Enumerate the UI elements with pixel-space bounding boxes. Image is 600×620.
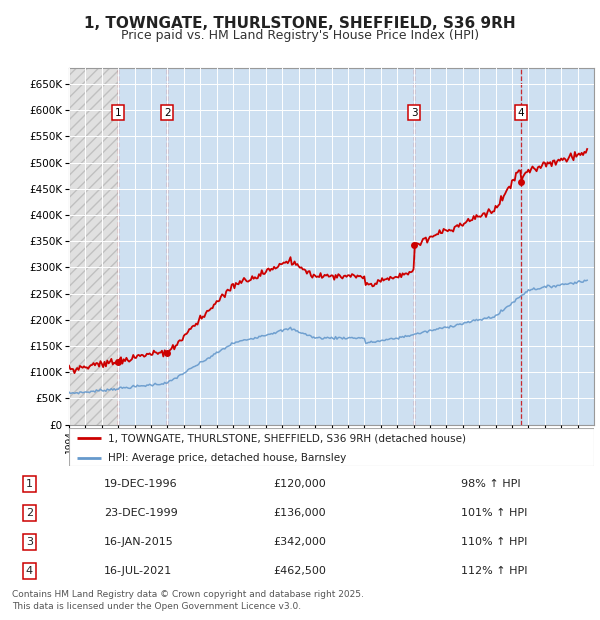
Text: £342,000: £342,000 (274, 537, 326, 547)
Text: 2: 2 (26, 508, 33, 518)
Text: 16-JUL-2021: 16-JUL-2021 (104, 566, 172, 577)
Text: 112% ↑ HPI: 112% ↑ HPI (461, 566, 528, 577)
Text: £462,500: £462,500 (274, 566, 326, 577)
FancyBboxPatch shape (69, 428, 594, 466)
Text: 4: 4 (26, 566, 33, 577)
Bar (414, 68, 521, 425)
Text: 23-DEC-1999: 23-DEC-1999 (104, 508, 178, 518)
Text: 2: 2 (164, 108, 170, 118)
Text: 101% ↑ HPI: 101% ↑ HPI (461, 508, 527, 518)
Text: 98% ↑ HPI: 98% ↑ HPI (461, 479, 521, 489)
Bar (118, 68, 167, 425)
Text: £120,000: £120,000 (274, 479, 326, 489)
Text: 3: 3 (411, 108, 418, 118)
Text: 110% ↑ HPI: 110% ↑ HPI (461, 537, 527, 547)
Text: 19-DEC-1996: 19-DEC-1996 (104, 479, 178, 489)
Text: 16-JAN-2015: 16-JAN-2015 (104, 537, 174, 547)
Bar (521, 68, 594, 425)
Bar (167, 68, 414, 425)
Text: £136,000: £136,000 (274, 508, 326, 518)
Bar (69, 68, 118, 425)
Text: Contains HM Land Registry data © Crown copyright and database right 2025.
This d: Contains HM Land Registry data © Crown c… (12, 590, 364, 611)
Text: 4: 4 (518, 108, 524, 118)
Text: 1, TOWNGATE, THURLSTONE, SHEFFIELD, S36 9RH: 1, TOWNGATE, THURLSTONE, SHEFFIELD, S36 … (84, 16, 516, 30)
Text: Price paid vs. HM Land Registry's House Price Index (HPI): Price paid vs. HM Land Registry's House … (121, 29, 479, 42)
Text: 3: 3 (26, 537, 33, 547)
Text: 1: 1 (26, 479, 33, 489)
Text: HPI: Average price, detached house, Barnsley: HPI: Average price, detached house, Barn… (109, 453, 347, 463)
Text: 1: 1 (115, 108, 121, 118)
Text: 1, TOWNGATE, THURLSTONE, SHEFFIELD, S36 9RH (detached house): 1, TOWNGATE, THURLSTONE, SHEFFIELD, S36 … (109, 433, 466, 443)
